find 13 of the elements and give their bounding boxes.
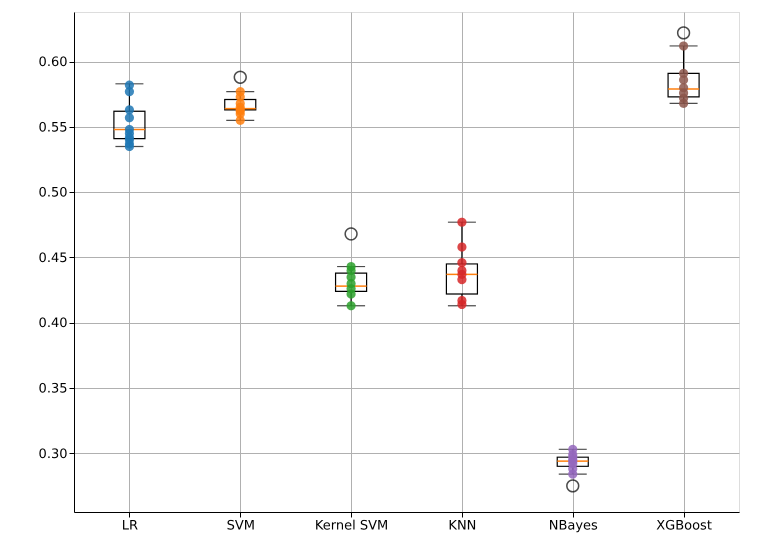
x-tick-label: Kernel SVM (314, 518, 388, 534)
x-tick-label: LR (122, 518, 138, 534)
y-tick-label: 0.30 (38, 446, 68, 462)
y-tick-label: 0.50 (38, 186, 68, 201)
x-tick-label: SVM (226, 518, 255, 534)
y-tick-label: 0.55 (38, 120, 68, 136)
y-tick-label: 0.45 (38, 250, 68, 266)
x-tick-label: NBayes (548, 518, 598, 534)
x-tick-label: KNN (448, 518, 476, 534)
y-tick-label: 0.60 (38, 55, 68, 70)
y-tick-label: 0.40 (38, 316, 68, 332)
x-tick-label: XGBoost (656, 518, 712, 534)
y-tick-label: 0.35 (38, 381, 68, 396)
